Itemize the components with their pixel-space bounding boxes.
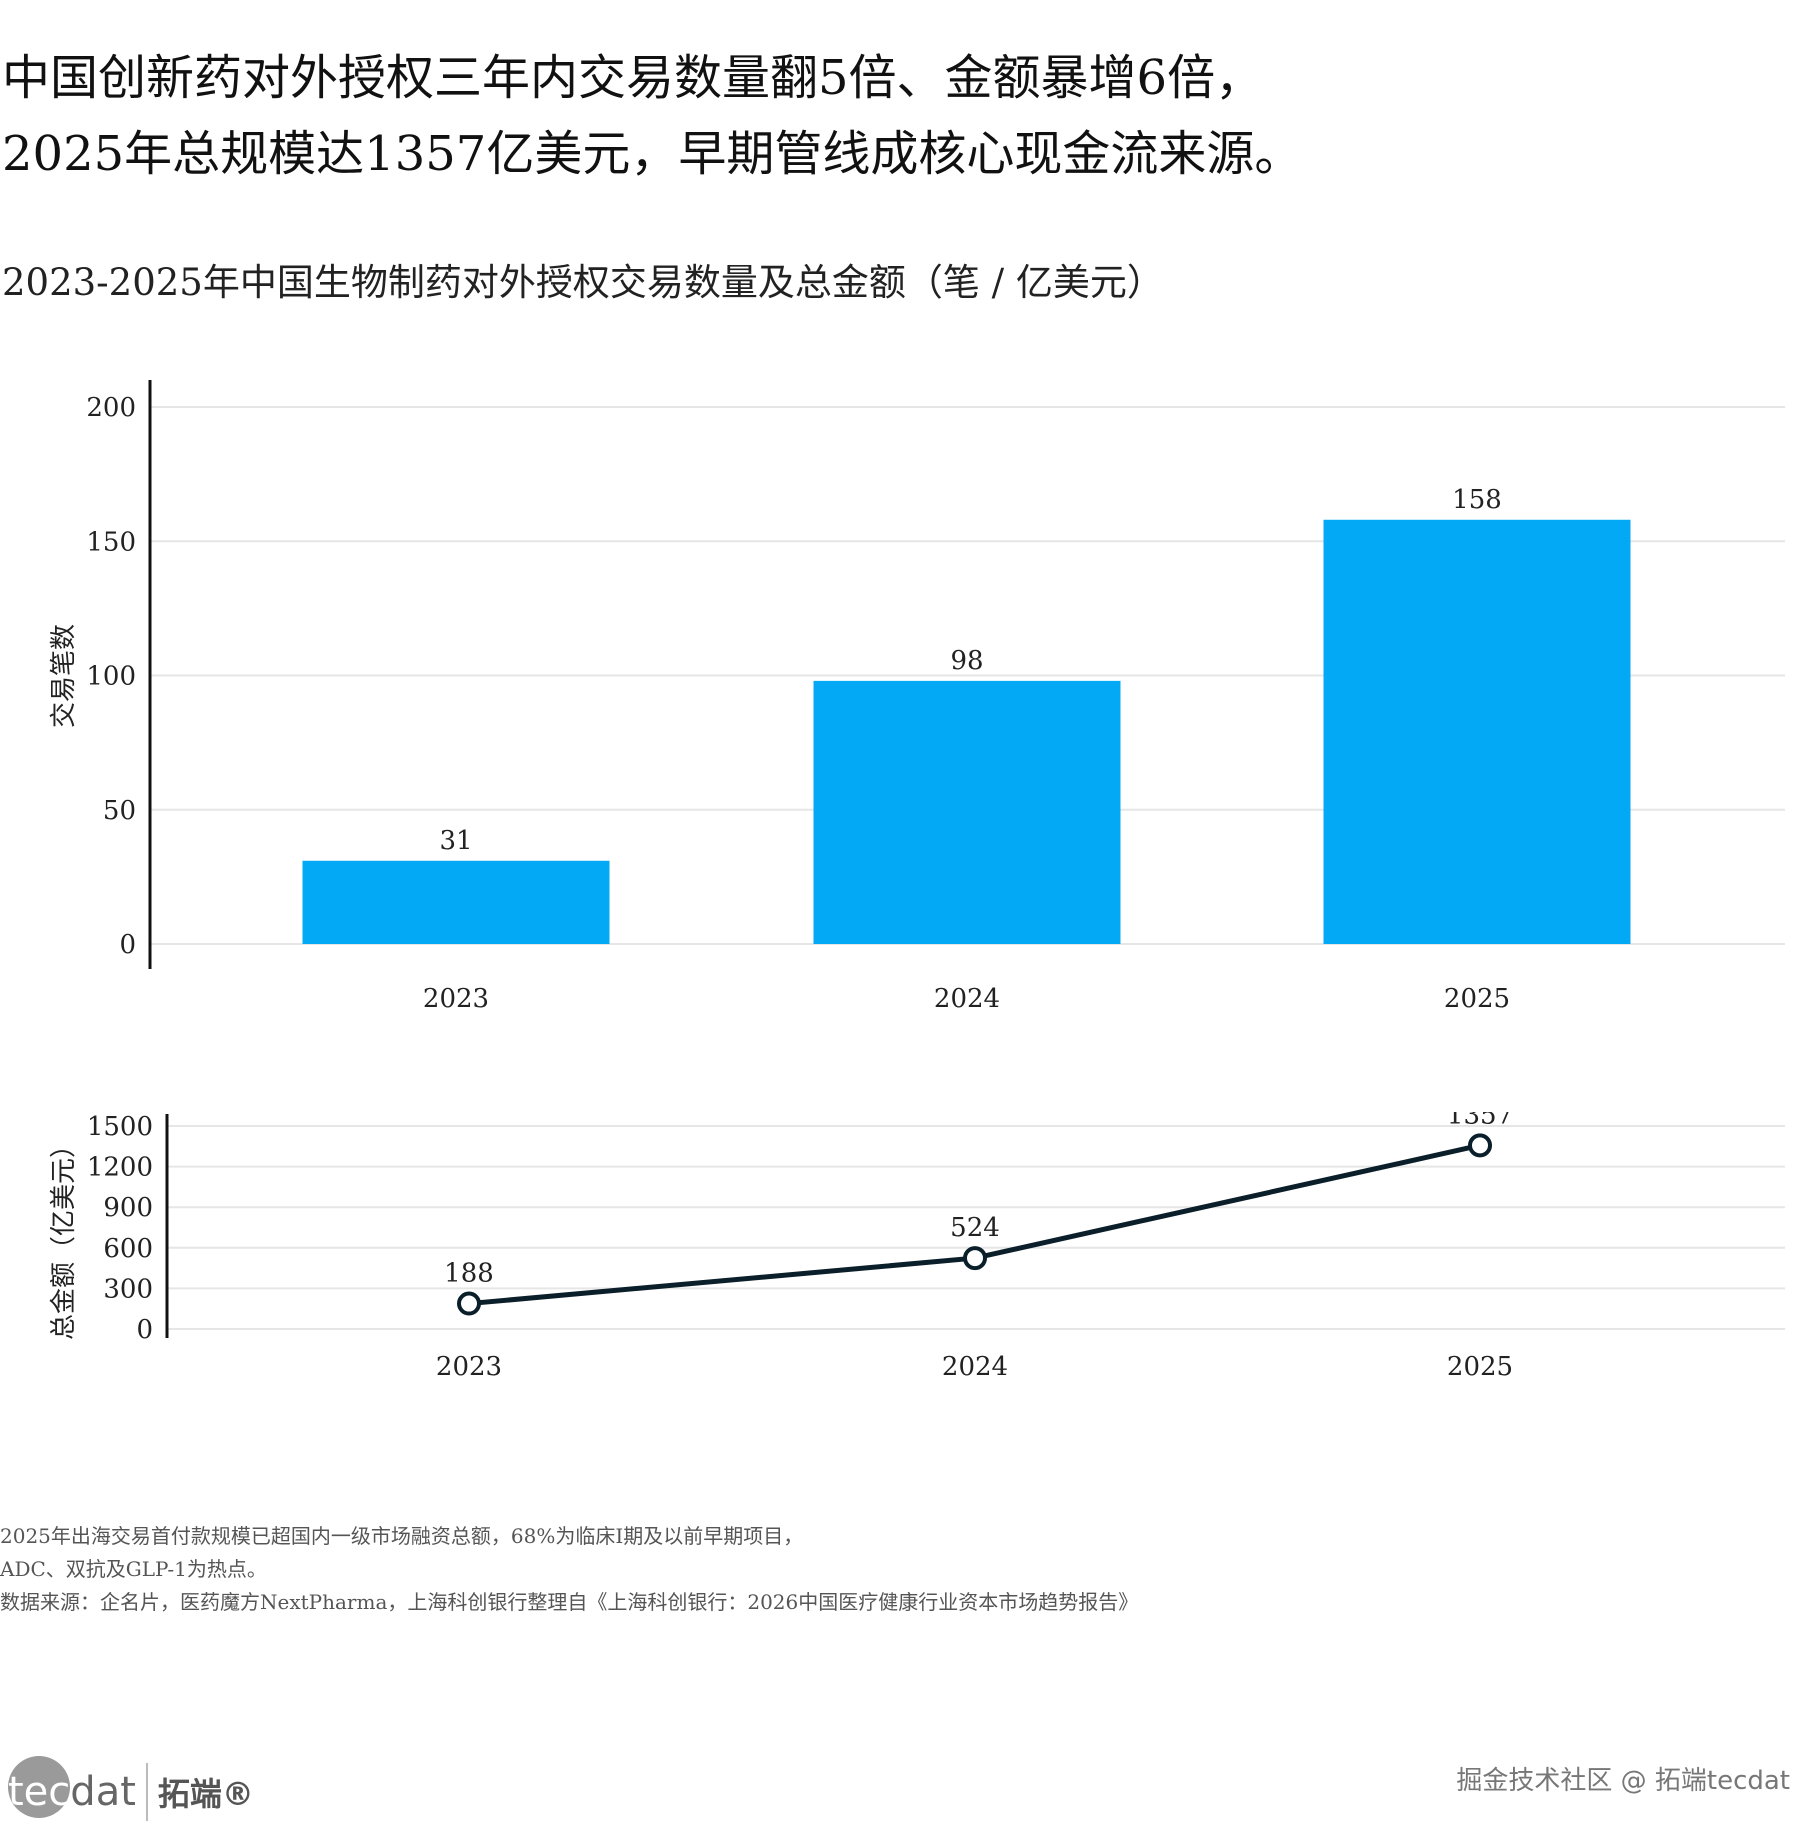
y-tick-label: 150 — [86, 527, 136, 557]
y-tick-label: 0 — [119, 930, 136, 960]
bar-value-label: 31 — [439, 826, 472, 856]
y-tick-label: 1200 — [87, 1153, 153, 1183]
x-tick-label: 2024 — [934, 984, 1000, 1014]
point-2025 — [1468, 1133, 1492, 1158]
y-tick-label: 300 — [103, 1274, 153, 1304]
y-tick-label: 100 — [86, 662, 136, 692]
y-tick-label: 50 — [103, 796, 136, 826]
bar-2023 — [302, 860, 610, 944]
y-tick-label: 900 — [103, 1193, 153, 1223]
note-line-2: ADC、双抗及GLP-1为热点。 — [0, 1557, 267, 1581]
point-value-label: 188 — [444, 1259, 494, 1289]
point-2024 — [963, 1246, 987, 1271]
logo-tec: tec — [8, 1769, 71, 1815]
point-value-label: 1357 — [1447, 1100, 1513, 1130]
y-tick-label: 1500 — [87, 1112, 153, 1142]
point-2023 — [457, 1291, 481, 1316]
logo-divider — [145, 1763, 148, 1821]
headline-line-1: 中国创新药对外授权三年内交易数量翻5倍、金额暴增6倍， — [2, 50, 1264, 106]
chart-subtitle: 2023-2025年中国生物制药对外授权交易数量及总金额（笔 / 亿美元） — [2, 261, 1164, 304]
watermark: 掘金技术社区 @ 拓端tecdat — [1456, 1766, 1790, 1796]
logo-circle-icon — [8, 1756, 70, 1818]
y-tick-label: 0 — [136, 1315, 153, 1345]
bar-2025 — [1323, 519, 1631, 944]
y-tick-label: 600 — [103, 1234, 153, 1264]
bar-value-label: 98 — [950, 646, 983, 676]
logo-dat: dat — [70, 1769, 136, 1815]
logo-cn: 拓端® — [157, 1775, 254, 1813]
data-labels: 188 524 1357 — [444, 1100, 1513, 1289]
bar-2024 — [813, 680, 1121, 944]
y-axis-title: 总金额（亿美元） — [49, 1132, 79, 1340]
x-tick-label: 2023 — [423, 984, 489, 1014]
x-tick-label: 2025 — [1447, 1352, 1513, 1382]
notes: 2025年出海交易首付款规模已超国内一级市场融资总额，68%为临床I期及以前早期… — [0, 1520, 1138, 1619]
x-tick-label: 2025 — [1444, 984, 1510, 1014]
y-tick-label: 200 — [86, 393, 136, 423]
headline-line-2: 2025年总规模达1357亿美元，早期管线成核心现金流来源。 — [2, 126, 1303, 182]
x-tick-label: 2024 — [942, 1352, 1008, 1382]
bar-value-label: 158 — [1452, 485, 1502, 515]
x-tick-label: 2023 — [436, 1352, 502, 1382]
tecdat-logo: tecdat 拓端® — [4, 1752, 254, 1832]
note-line-1: 2025年出海交易首付款规模已超国内一级市场融资总额，68%为临床I期及以前早期… — [0, 1524, 804, 1548]
point-value-label: 524 — [950, 1213, 1000, 1243]
data-source: 数据来源：企名片，医药魔方NextPharma，上海科创银行整理自《上海科创银行… — [0, 1590, 1139, 1614]
headline: 中国创新药对外授权三年内交易数量翻5倍、金额暴增6倍， 2025年总规模达135… — [2, 40, 1302, 192]
y-axis-title: 交易笔数 — [49, 624, 79, 728]
